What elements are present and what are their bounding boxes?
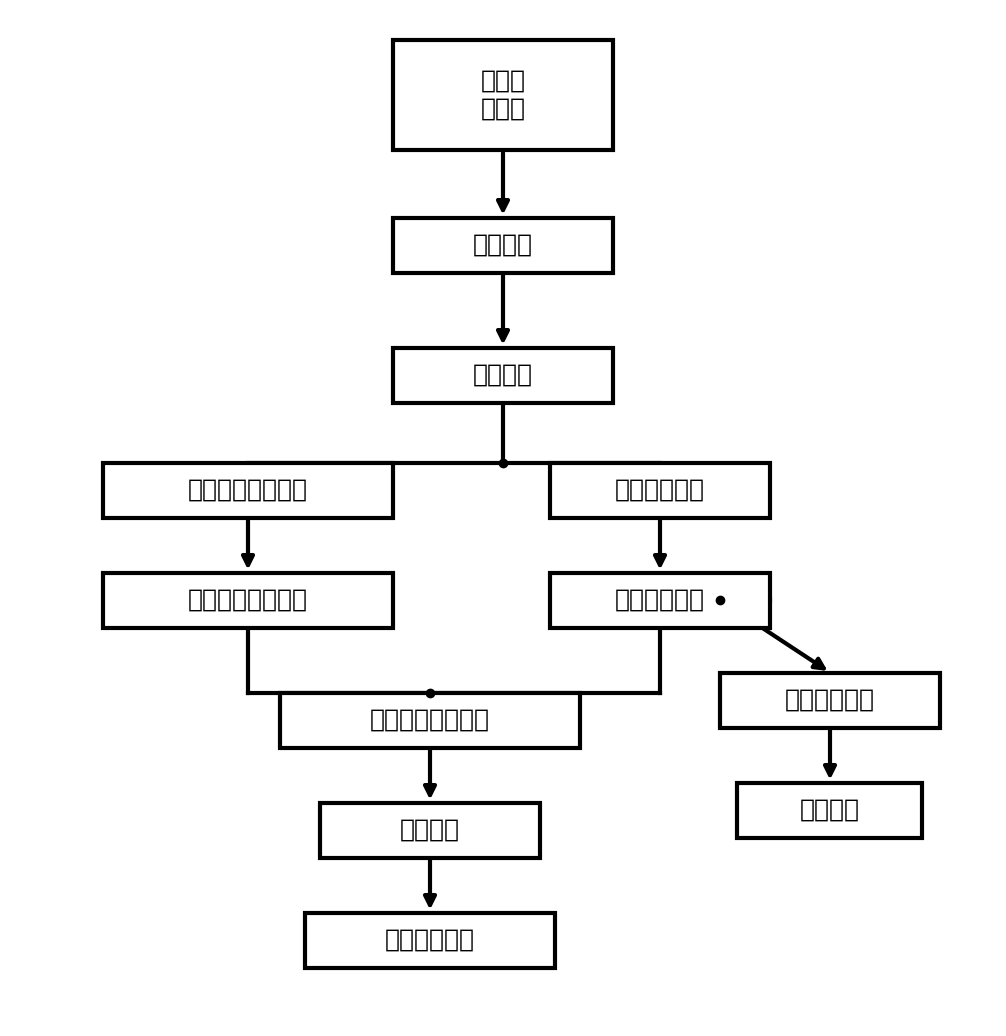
Bar [393,347,613,403]
Text: 划分区域: 划分区域 [473,233,533,257]
Text: 虚拟现实设备: 虚拟现实设备 [385,928,475,952]
Bar [280,692,580,748]
Bar [393,218,613,272]
Bar [305,913,555,968]
Bar [320,803,540,858]
Text: 红外图像获取: 红外图像获取 [615,478,705,502]
Bar [103,573,393,628]
Text: 检测报告: 检测报告 [800,798,860,822]
Text: 图像建模: 图像建模 [400,818,460,842]
Bar [550,573,770,628]
Text: 红外图像处理: 红外图像处理 [615,588,705,612]
Text: 三维红外成像叠加: 三维红外成像叠加 [370,708,490,732]
Text: 三维点云数据处理: 三维点云数据处理 [188,588,308,612]
Bar [720,672,940,727]
Bar [737,782,923,837]
Text: 获取三维点云数据: 获取三维点云数据 [188,478,308,502]
Text: 仪器拍摄: 仪器拍摄 [473,363,533,387]
Bar [550,462,770,518]
Bar [103,462,393,518]
Text: 温度数据处理: 温度数据处理 [785,688,875,712]
Bar [393,40,613,150]
Text: 确定拍
摄站点: 确定拍 摄站点 [481,69,525,121]
